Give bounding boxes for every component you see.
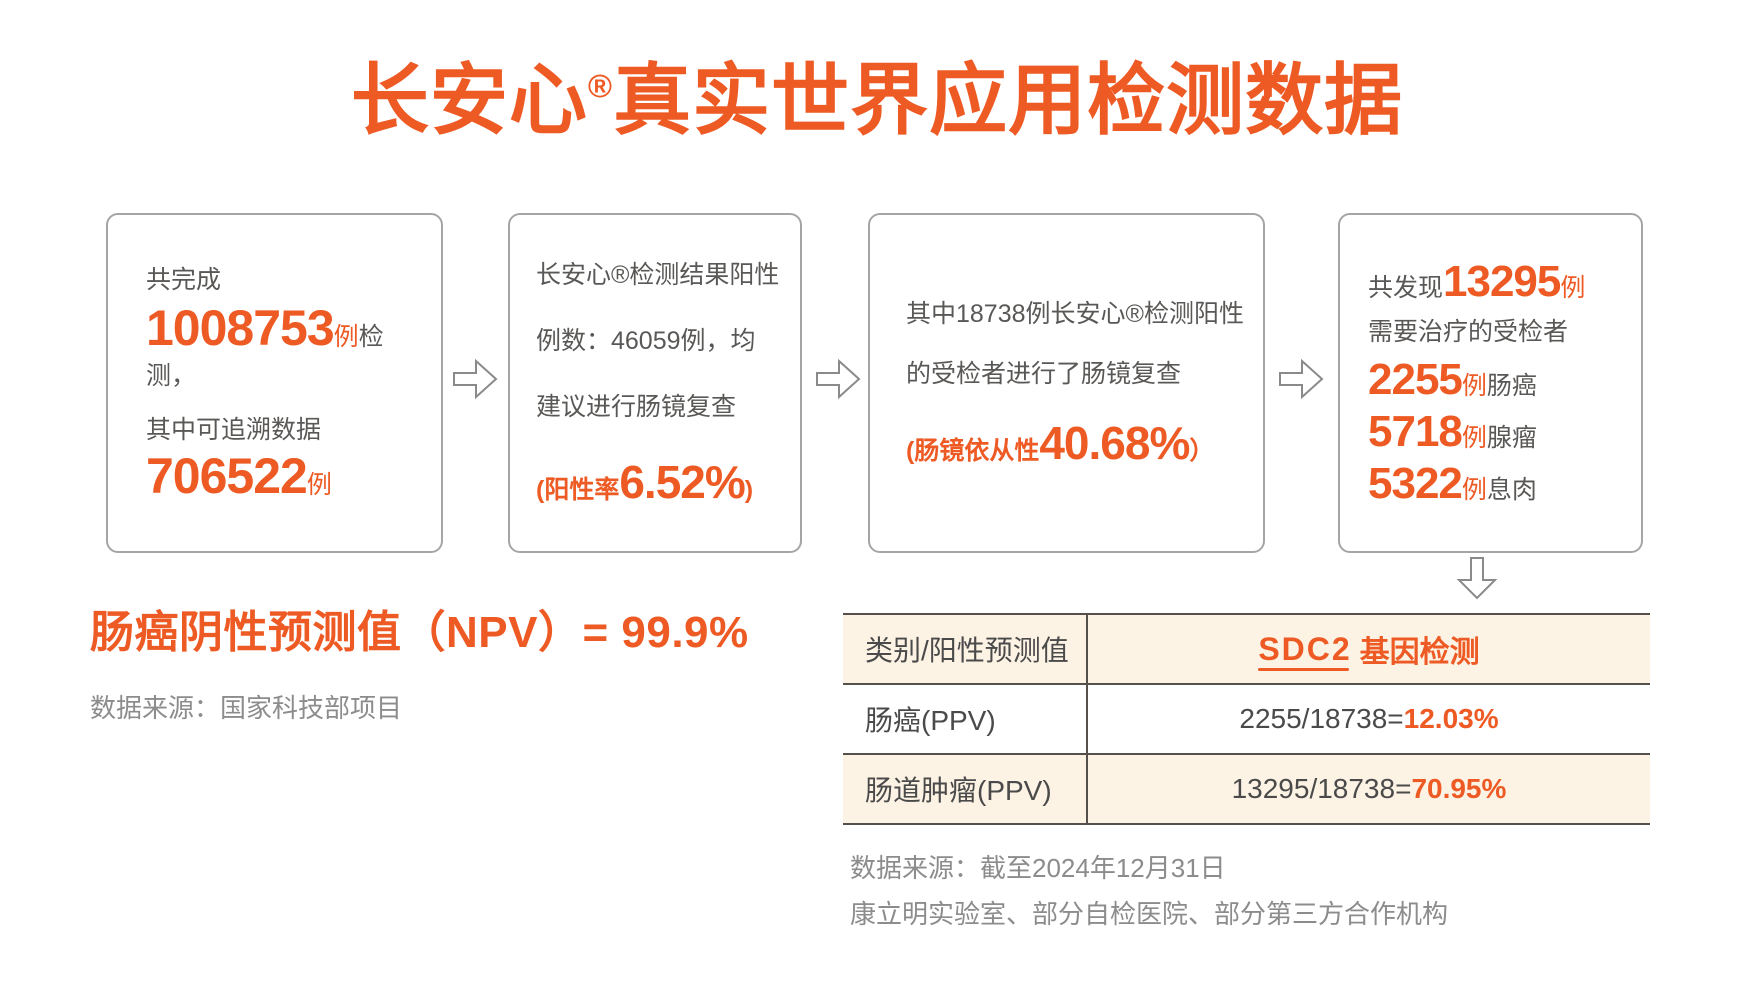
box3-line1: 其中18738例长安心®检测阳性: [906, 299, 1244, 328]
box3-rate-close: ）: [1189, 437, 1215, 466]
table-header-category: 类别/阳性预测值: [865, 635, 1069, 666]
box2-rate-label: (阳性率: [536, 476, 620, 505]
box4-cancer-label: 肠癌: [1486, 372, 1537, 401]
table-source-line1: 数据来源：截至2024年12月31日: [850, 853, 1226, 883]
table-source-line2: 康立明实验室、部分自检医院、部分第三方合作机构: [850, 898, 1449, 929]
npv-source: 数据来源：国家科技部项目: [90, 693, 403, 723]
title-brand: 长安心: [350, 56, 588, 144]
box4-adenoma-unit: 例: [1461, 424, 1487, 453]
row-cancer-value-cell: 2255/18738= 12.03%: [1086, 685, 1650, 753]
flow-box-findings: 共发现13295例 需要治疗的受检者 2255例肠癌 5718例腺瘤 5322例…: [1338, 213, 1643, 553]
box4-item-adenoma: 5718例腺瘤: [1368, 406, 1641, 458]
flow-box-positive-results: 长安心®检测结果阳性 例数：46059例，均 建议进行肠镜复查 (阳性率6.52…: [508, 213, 802, 553]
box1-total-number: 1008753: [146, 300, 335, 356]
box2-rate-line: (阳性率6.52%): [536, 455, 800, 509]
box3-rate-line: (肠镜依从性40.68%）: [906, 416, 1263, 470]
row-tumor-label: 肠道肿瘤(PPV): [865, 775, 1052, 806]
row-tumor-value-cell: 13295/18738= 70.95%: [1086, 755, 1650, 823]
ppv-table: 类别/阳性预测值 SDC2 基因检测 肠癌(PPV) 2255/18738= 12.…: [843, 613, 1650, 825]
box4-polyp-label: 息肉: [1486, 476, 1537, 505]
box2-line1: 长安心®检测结果阳性: [536, 260, 780, 289]
box1-total-line: 1008753例检测，: [146, 300, 433, 392]
flow-arrow-right-icon: [452, 356, 498, 402]
box1-traceable-line: 706522例: [146, 448, 433, 504]
table-header-row: 类别/阳性预测值 SDC2 基因检测: [843, 613, 1650, 683]
box2-rate-close: ): [744, 476, 754, 505]
box4-found-number: 13295: [1443, 257, 1561, 307]
table-row-tumor-ppv: 肠道肿瘤(PPV) 13295/18738= 70.95%: [843, 753, 1650, 823]
box1-line1: 共完成: [146, 265, 222, 294]
npv-heading: 肠癌阴性预测值（NPV）= 99.9%: [90, 608, 749, 657]
box1-traceable-unit: 例: [306, 471, 332, 500]
box2-line2: 例数：46059例，均: [536, 326, 756, 355]
box3-rate-label: (肠镜依从性: [906, 437, 1040, 466]
box4-polyp-number: 5322: [1368, 459, 1463, 509]
flow-arrow-right-icon: [1278, 356, 1324, 402]
row-cancer-percent: 12.03%: [1403, 703, 1499, 734]
flow-arrow-right-icon: [815, 356, 861, 402]
row-cancer-calc: 2255/18738=: [1239, 703, 1404, 734]
sdc2-logo-suffix: 基因检测: [1359, 636, 1480, 669]
box4-adenoma-label: 腺瘤: [1486, 424, 1537, 453]
box4-prefix: 共发现: [1368, 274, 1444, 303]
box4-line2: 需要治疗的受检者: [1368, 317, 1569, 346]
box4-cancer-unit: 例: [1461, 372, 1487, 401]
box1-traceable-number: 706522: [146, 448, 308, 505]
row-cancer-label: 肠癌(PPV): [865, 705, 996, 736]
box3-rate-value: 40.68%: [1039, 417, 1190, 470]
box4-item-cancer: 2255例肠癌: [1368, 354, 1641, 406]
box3-line2: 的受检者进行了肠镜复查: [906, 360, 1182, 388]
row-tumor-calc: 13295/18738=: [1231, 773, 1412, 804]
table-row-cancer-ppv: 肠癌(PPV) 2255/18738= 12.03%: [843, 683, 1650, 753]
registered-trademark-symbol: ®: [587, 67, 614, 104]
box2-rate-value: 6.52%: [619, 456, 745, 509]
table-source: 数据来源：截至2024年12月31日 康立明实验室、部分自检医院、部分第三方合作…: [850, 846, 1448, 937]
box1-line3: 其中可追溯数据: [146, 416, 322, 444]
box4-polyp-unit: 例: [1461, 476, 1487, 505]
page-title: 长安心®真实世界应用检测数据: [0, 50, 1754, 151]
box4-found-line: 共发现13295例: [1368, 256, 1641, 308]
title-rest: 真实世界应用检测数据: [613, 56, 1404, 144]
box4-cancer-number: 2255: [1368, 355, 1463, 405]
flow-box-colonoscopy-followup: 其中18738例长安心®检测阳性 的受检者进行了肠镜复查 (肠镜依从性40.68…: [868, 213, 1265, 553]
box2-line3: 建议进行肠镜复查: [536, 393, 737, 422]
box4-item-polyp: 5322例息肉: [1368, 458, 1641, 510]
sdc2-logo: SDC2: [1258, 631, 1352, 671]
table-header-test: SDC2 基因检测: [1086, 615, 1650, 683]
box1-total-suffix: 检测，: [146, 323, 384, 390]
row-tumor-percent: 70.95%: [1411, 773, 1507, 804]
flow-box-completed-tests: 共完成 1008753例检测， 其中可追溯数据 706522例: [106, 213, 443, 553]
box4-adenoma-number: 5718: [1368, 407, 1463, 457]
box1-total-unit: 例: [333, 323, 359, 351]
box4-found-unit: 例: [1560, 274, 1586, 303]
flow-arrow-down-icon: [1454, 556, 1500, 600]
